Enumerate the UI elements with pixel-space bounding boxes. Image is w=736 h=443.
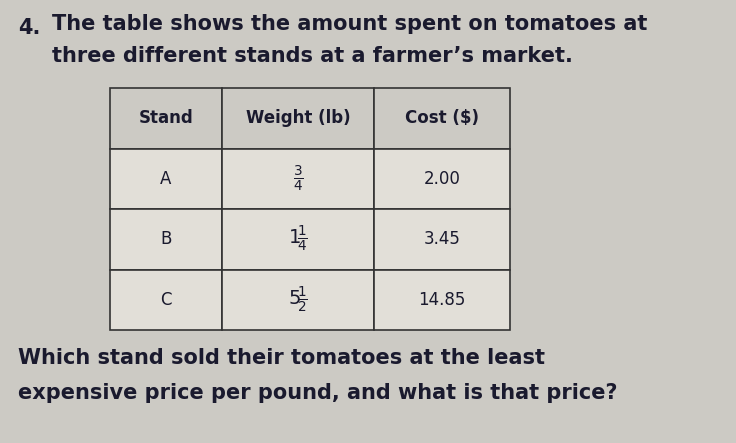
Text: $1\!\frac{1}{4}$: $1\!\frac{1}{4}$ xyxy=(288,224,308,254)
Text: C: C xyxy=(160,291,171,309)
Text: Stand: Stand xyxy=(138,109,194,127)
Bar xyxy=(374,269,510,330)
Text: 14.85: 14.85 xyxy=(418,291,466,309)
Bar xyxy=(110,148,222,209)
Text: three different stands at a farmer’s market.: three different stands at a farmer’s mar… xyxy=(52,46,573,66)
Text: The table shows the amount spent on tomatoes at: The table shows the amount spent on toma… xyxy=(52,14,648,34)
Text: Cost ($): Cost ($) xyxy=(405,109,479,127)
Text: 4.: 4. xyxy=(18,18,40,38)
Bar xyxy=(374,209,510,269)
Bar xyxy=(110,209,222,269)
Bar xyxy=(110,88,222,148)
Bar xyxy=(222,148,374,209)
Text: expensive price per pound, and what is that price?: expensive price per pound, and what is t… xyxy=(18,383,618,403)
Text: Weight (lb): Weight (lb) xyxy=(246,109,350,127)
Text: $5\!\frac{1}{2}$: $5\!\frac{1}{2}$ xyxy=(288,285,308,315)
Text: B: B xyxy=(160,230,171,248)
Bar xyxy=(222,209,374,269)
Bar xyxy=(110,269,222,330)
Text: $\frac{3}{4}$: $\frac{3}{4}$ xyxy=(293,164,303,194)
Bar xyxy=(222,88,374,148)
Bar xyxy=(374,148,510,209)
Text: 3.45: 3.45 xyxy=(423,230,461,248)
Text: Which stand sold their tomatoes at the least: Which stand sold their tomatoes at the l… xyxy=(18,348,545,368)
Text: 2.00: 2.00 xyxy=(423,170,461,188)
Text: A: A xyxy=(160,170,171,188)
Bar xyxy=(374,88,510,148)
Bar xyxy=(222,269,374,330)
